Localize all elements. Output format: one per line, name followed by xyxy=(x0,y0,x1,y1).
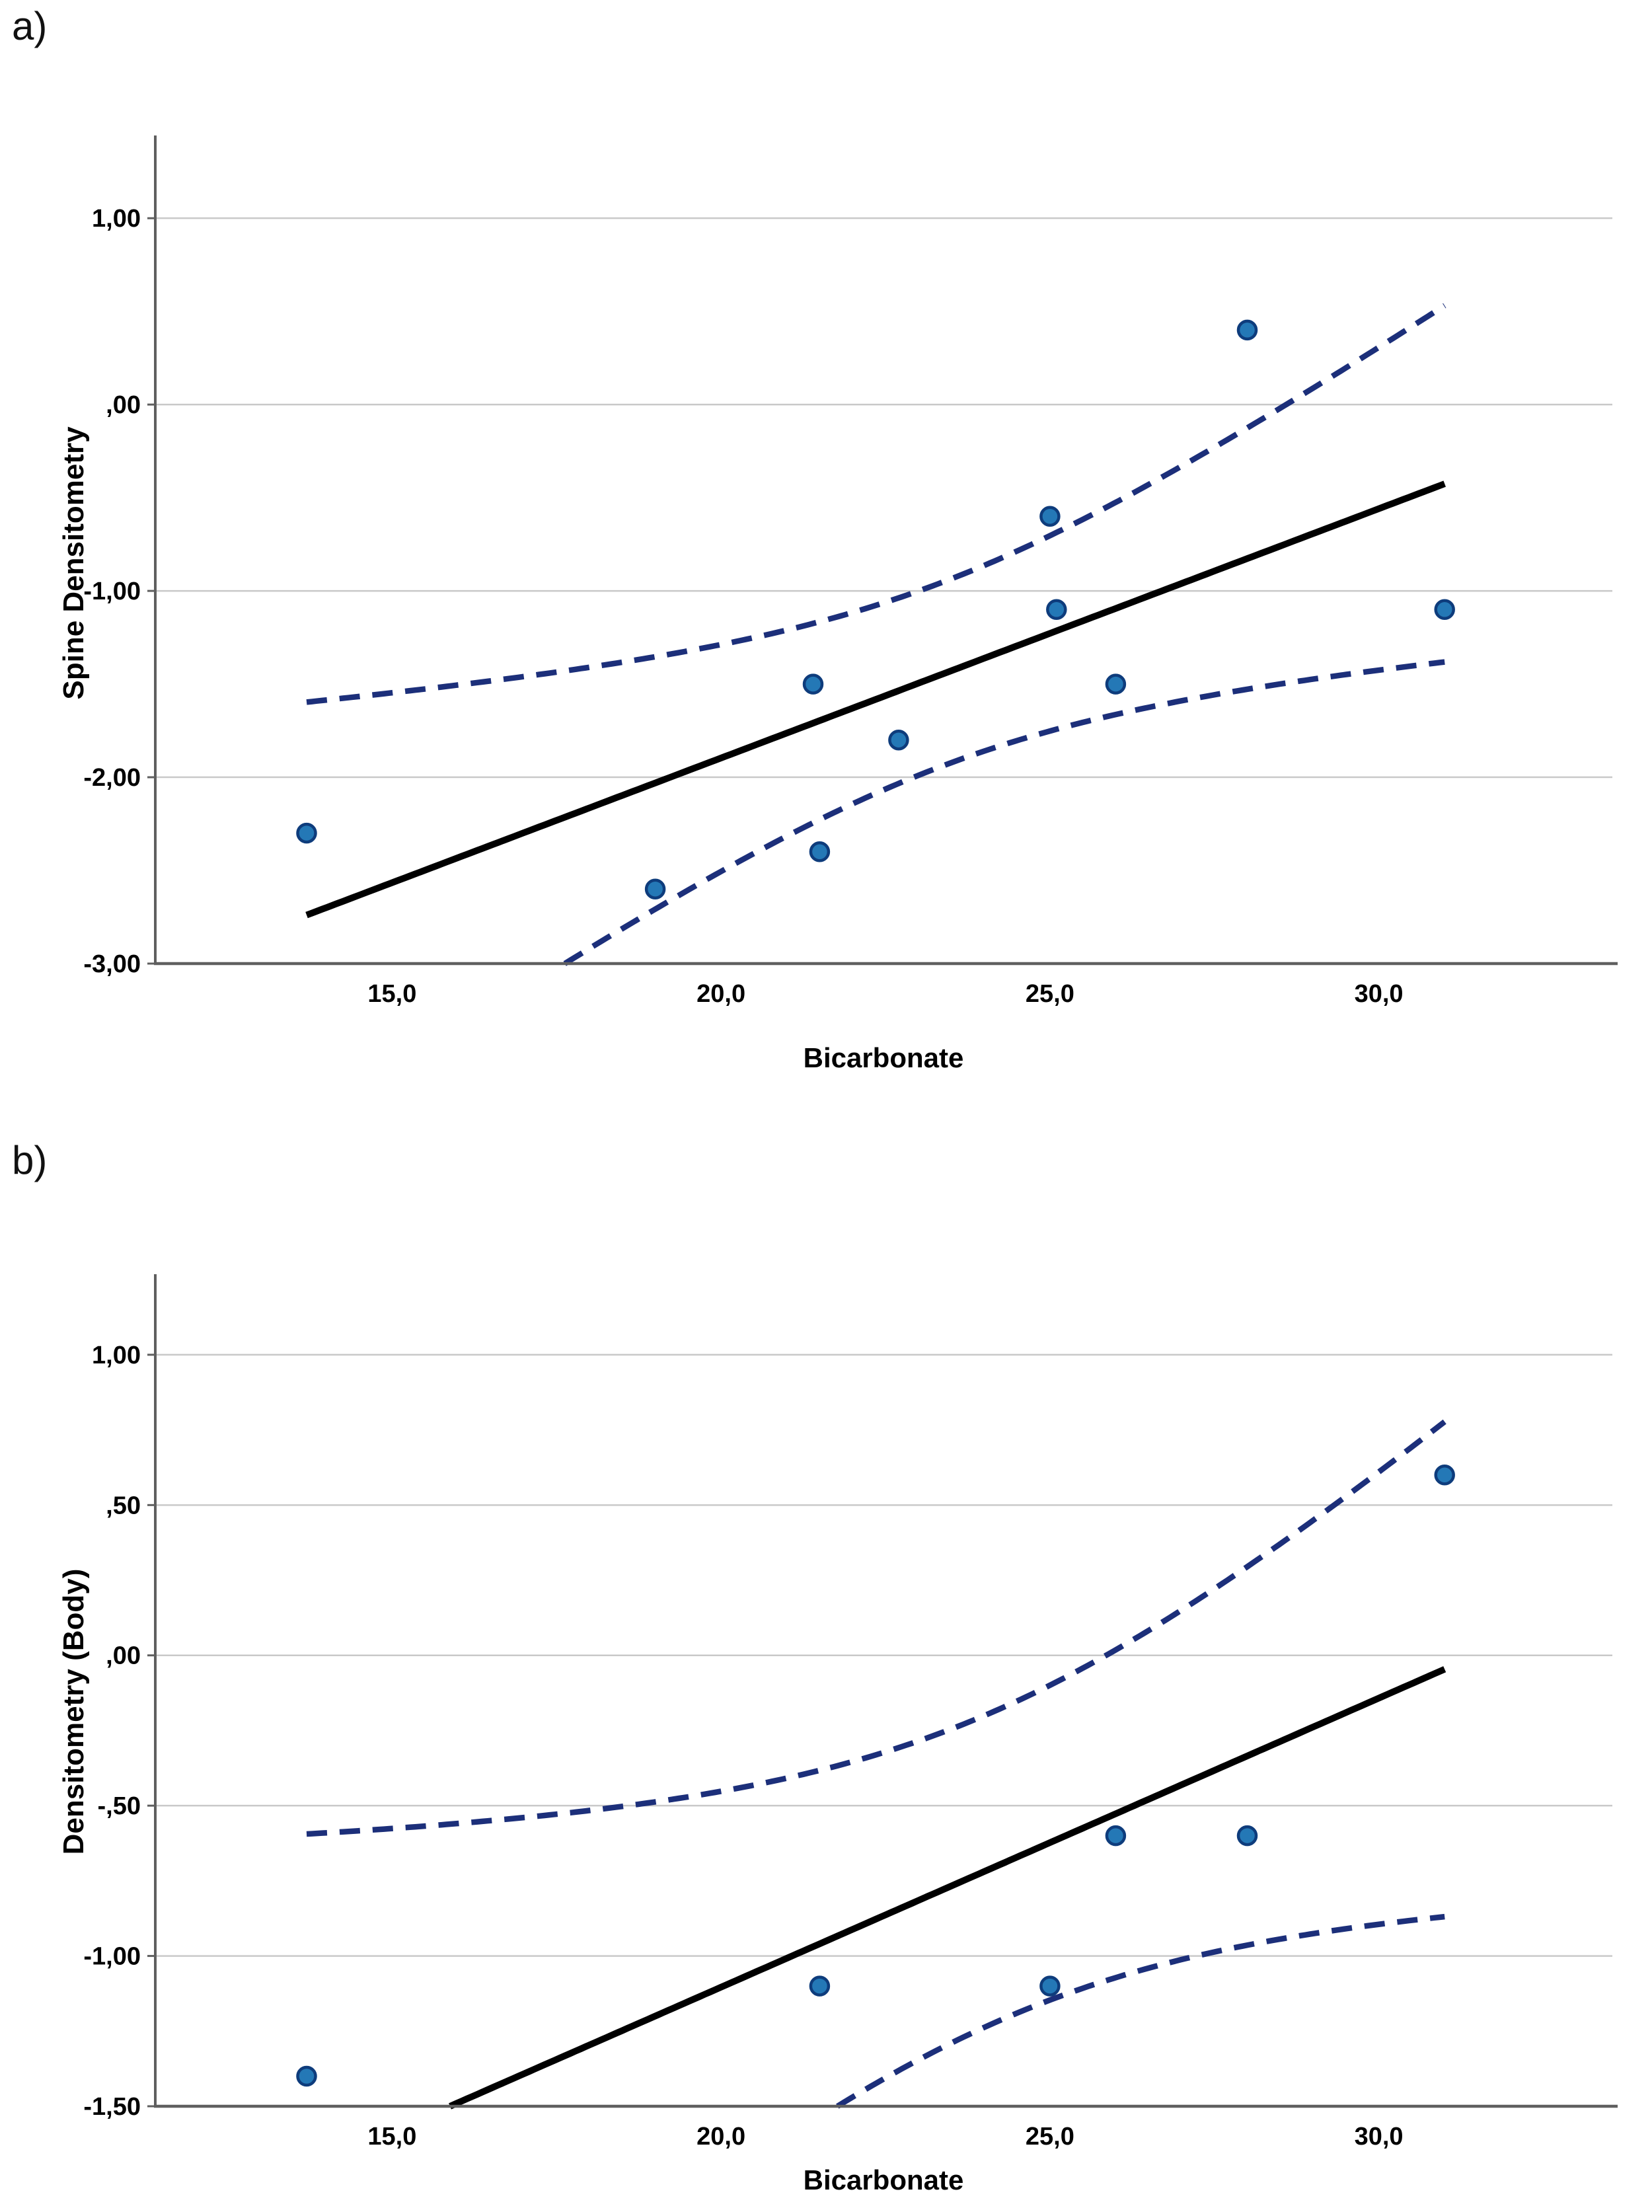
y-tick-label: -,50 xyxy=(98,1792,141,1820)
fit-line xyxy=(449,1666,1446,2110)
y-tick-label: -3,00 xyxy=(83,950,141,978)
data-point xyxy=(802,673,824,695)
panel-a-plot: 1,00 ,00 -1,00 -2,00 -3,00 15,0 20,0 25,0 30,0 xyxy=(83,135,1618,1008)
y-tick-label: -2,00 xyxy=(83,764,141,792)
data-point xyxy=(809,1975,831,1997)
panel-b-plot: 1,00 ,50 ,00 -,50 -1,00 -1,50 15,0 20,0 25,0 30,0 xyxy=(83,1274,1618,2151)
x-tick-label: 30,0 xyxy=(1355,980,1404,1008)
y-tick-label: 1,00 xyxy=(92,1342,141,1369)
confidence-band-upper xyxy=(306,303,1446,705)
data-point xyxy=(296,2065,317,2087)
x-tick-label: 15,0 xyxy=(367,980,416,1008)
panel-a-y-axis-title: Spine Densitometry xyxy=(57,426,90,700)
x-tick-label: 20,0 xyxy=(696,980,745,1008)
data-point xyxy=(1105,673,1127,695)
data-point xyxy=(1105,1825,1127,1847)
data-point xyxy=(644,878,666,899)
x-tick-label: 15,0 xyxy=(367,2123,416,2151)
y-tick-label: -1,00 xyxy=(83,578,141,605)
x-tick-label: 30,0 xyxy=(1355,2123,1404,2151)
panel-a-label: a) xyxy=(12,4,48,48)
confidence-band-upper xyxy=(306,1419,1446,1837)
data-point xyxy=(1046,599,1067,621)
data-point xyxy=(296,822,317,844)
y-tick-label: ,00 xyxy=(106,391,141,419)
data-point xyxy=(1434,1465,1455,1486)
y-tick-label: ,50 xyxy=(106,1492,141,1519)
data-point xyxy=(1236,1825,1258,1847)
data-point xyxy=(888,729,909,751)
panel-b-x-axis-title: Bicarbonate xyxy=(803,2164,964,2195)
data-point xyxy=(809,841,831,862)
data-point xyxy=(1434,599,1455,621)
panel-b-label: b) xyxy=(12,1138,48,1182)
data-point xyxy=(1039,1975,1061,1997)
data-point xyxy=(1039,506,1061,527)
y-tick-label: -1,00 xyxy=(83,1943,141,1971)
panel-b-y-axis-title: Densitometry (Body) xyxy=(57,1568,90,1855)
y-tick-label: 1,00 xyxy=(92,205,141,233)
data-point xyxy=(1236,319,1258,341)
panel-a-x-axis-title: Bicarbonate xyxy=(803,1042,964,1073)
confidence-band-lower xyxy=(563,659,1445,966)
confidence-band-lower xyxy=(836,1913,1445,2109)
y-tick-label: -1,50 xyxy=(83,2093,141,2121)
x-tick-label: 20,0 xyxy=(696,2123,745,2151)
x-tick-label: 25,0 xyxy=(1026,2123,1074,2151)
x-tick-label: 25,0 xyxy=(1026,980,1074,1008)
fit-line xyxy=(305,480,1446,919)
y-tick-label: ,00 xyxy=(106,1642,141,1670)
